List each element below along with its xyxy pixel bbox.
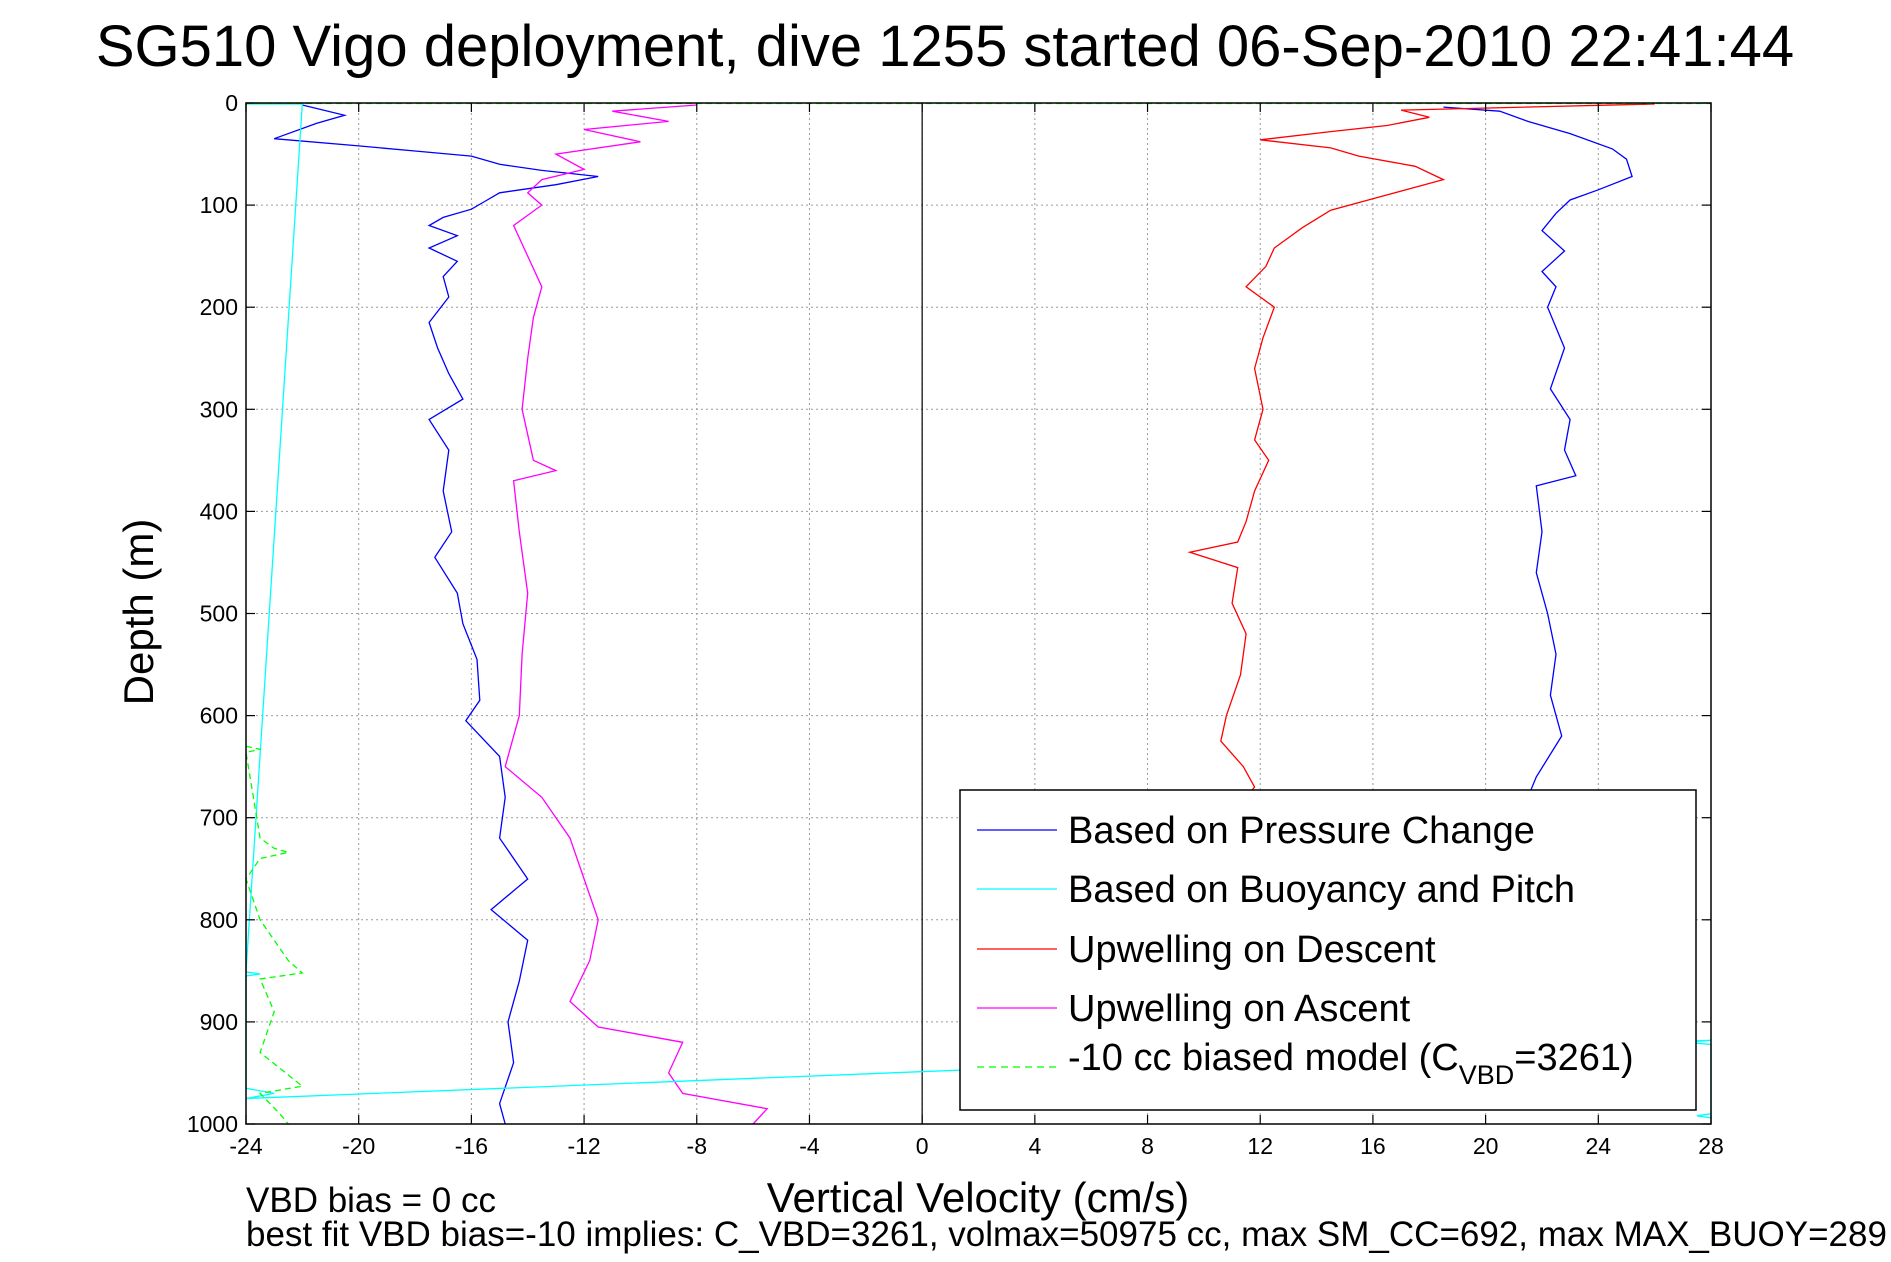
legend: Based on Pressure Change Based on Buoyan…	[959, 789, 1697, 1111]
series-line-pressure_ascent	[1443, 106, 1633, 798]
x-tick-label: 4	[1028, 1133, 1041, 1159]
vbd-bias-note: VBD bias = 0 cc	[246, 1181, 496, 1220]
y-tick-label: 0	[225, 90, 238, 116]
series-line-biased_model	[245, 745, 304, 1125]
x-axis-label: Vertical Velocity (cm/s)	[767, 1174, 1189, 1221]
y-axis-label: Depth (m)	[115, 519, 162, 706]
y-tick-label: 700	[200, 805, 238, 831]
y-tick-label: 500	[200, 601, 238, 627]
x-tick-label: 12	[1247, 1133, 1273, 1159]
series-line-ascent_upwelling	[504, 104, 769, 1125]
x-tick-label: -20	[342, 1133, 375, 1159]
legend-label-pressure: Based on Pressure Change	[1068, 810, 1535, 852]
legend-model-subscript: VBD	[1459, 1060, 1515, 1090]
x-tick-label: -16	[455, 1133, 488, 1159]
x-tick-label: 20	[1473, 1133, 1499, 1159]
legend-model-prefix: -10 cc biased model (C	[1068, 1037, 1459, 1079]
x-tick-label: 28	[1698, 1133, 1724, 1159]
legend-label-buoyancy: Based on Buoyancy and Pitch	[1068, 869, 1575, 911]
x-tick-label: -24	[229, 1133, 262, 1159]
y-tick-label: 400	[200, 498, 238, 524]
x-tick-label: 24	[1586, 1133, 1612, 1159]
y-tick-label: 600	[200, 703, 238, 729]
best-fit-note: best fit VBD bias=-10 implies: C_VBD=326…	[246, 1215, 1891, 1254]
x-tick-label: -8	[687, 1133, 707, 1159]
series-line-descent_upwelling	[1187, 103, 1655, 798]
y-tick-label: 1000	[187, 1111, 238, 1137]
y-tick-label: 200	[200, 294, 238, 320]
y-tick-label: 300	[200, 396, 238, 422]
legend-model-suffix: =3261)	[1514, 1037, 1633, 1079]
x-tick-label: 8	[1141, 1133, 1154, 1159]
legend-label-descent: Upwelling on Descent	[1068, 929, 1436, 971]
x-tick-label: -12	[567, 1133, 600, 1159]
chart-title: SG510 Vigo deployment, dive 1255 started…	[96, 14, 1794, 79]
x-tick-label: -4	[799, 1133, 820, 1159]
x-tick-label: 0	[916, 1133, 929, 1159]
y-tick-label: 900	[200, 1009, 238, 1035]
legend-label-model: -10 cc biased model (CVBD=3261)	[1068, 1037, 1634, 1090]
y-tick-label: 800	[200, 907, 238, 933]
legend-box	[959, 789, 1697, 1111]
legend-label-ascent: Upwelling on Ascent	[1068, 988, 1411, 1030]
ticks: -24 -20 -16 -12 -8 -4 0 4 8 12 16 20 24 28 0 100 200 300 4…	[187, 90, 1724, 1159]
x-tick-label: 16	[1360, 1133, 1386, 1159]
series-line-pressure_descent	[273, 104, 599, 1125]
y-tick-label: 100	[200, 192, 238, 218]
